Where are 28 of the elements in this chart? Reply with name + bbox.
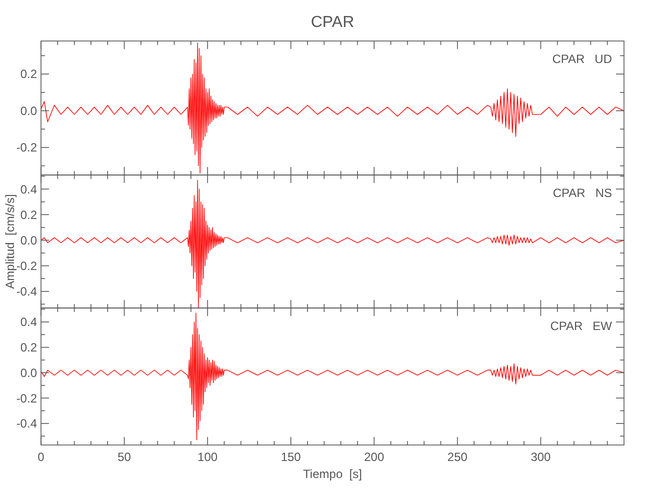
x-tick-label: 100: [198, 450, 218, 464]
y-tick-label: 0.2: [20, 208, 38, 222]
x-tick-label: 200: [364, 450, 384, 464]
y-tick-label: 0.4: [20, 182, 38, 196]
x-tick-label: 0: [38, 450, 45, 464]
y-axis-title: Amplitud [cm/s/s]: [3, 194, 17, 289]
y-tick-label: 0.2: [20, 340, 38, 355]
annotation: CPAR EW: [550, 319, 613, 333]
y-tick-label: -0.2: [16, 391, 38, 406]
line-series: [41, 312, 624, 440]
x-tick-label: 150: [280, 450, 302, 464]
x-axis-title: Tiempo [s]: [303, 467, 362, 481]
x-tick-label: 300: [530, 450, 552, 464]
line-series: [41, 180, 624, 308]
y-tick-label: -0.4: [16, 416, 38, 431]
y-tick-label: 0.0: [20, 233, 38, 248]
x-tick-label: 50: [118, 450, 132, 464]
y-tick-label: -0.2: [16, 140, 38, 155]
y-tick-label: 0.0: [20, 366, 38, 380]
chart-title: CPAR: [310, 14, 354, 31]
annotation: CPAR NS: [552, 186, 612, 200]
y-tick-label: 0.2: [20, 67, 38, 82]
y-tick-label: -0.2: [16, 259, 38, 273]
x-tick-label: 250: [447, 450, 468, 464]
annotation: CPAR UD: [552, 52, 612, 66]
y-tick-label: -0.4: [16, 284, 38, 299]
y-tick-label: 0.0: [20, 104, 38, 118]
y-tick-label: 0.4: [20, 315, 38, 330]
